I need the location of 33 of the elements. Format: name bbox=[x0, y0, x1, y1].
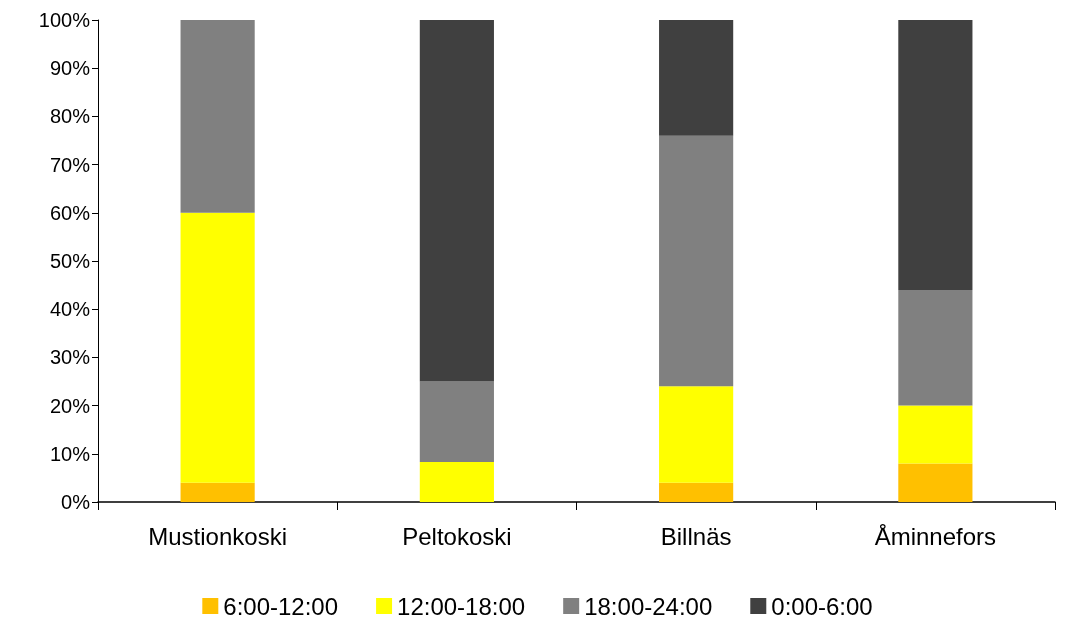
x-tick-label: Åminnefors bbox=[874, 522, 997, 550]
bar bbox=[659, 386, 734, 483]
bar bbox=[180, 20, 255, 213]
bar bbox=[898, 463, 973, 502]
bar bbox=[180, 482, 255, 502]
legend-label: 12:00-18:00 bbox=[397, 592, 526, 620]
legend-label: 6:00-12:00 bbox=[223, 592, 339, 620]
bar bbox=[180, 212, 255, 483]
y-tick-label: 90% bbox=[49, 57, 91, 80]
bar bbox=[659, 482, 734, 502]
y-tick-label: 10% bbox=[49, 442, 91, 465]
y-tick-label: 100% bbox=[38, 9, 91, 31]
y-tick-label: 0% bbox=[61, 491, 91, 513]
y-tick-label: 20% bbox=[49, 394, 91, 417]
bar bbox=[898, 405, 973, 464]
bar bbox=[419, 461, 494, 502]
bar bbox=[419, 381, 494, 462]
y-tick-label: 60% bbox=[49, 201, 91, 224]
y-tick-label: 40% bbox=[49, 298, 91, 321]
legend-label: 18:00-24:00 bbox=[584, 592, 713, 620]
x-tick-label: Mustionkoski bbox=[148, 522, 287, 550]
bar bbox=[898, 289, 973, 406]
bar bbox=[898, 20, 973, 290]
y-tick-label: 70% bbox=[49, 153, 91, 176]
x-tick-label: Billnäs bbox=[660, 522, 732, 550]
x-tick-label: Peltokoski bbox=[402, 522, 512, 550]
legend-label: 0:00-6:00 bbox=[771, 592, 873, 620]
y-tick-label: 30% bbox=[49, 346, 91, 369]
bar bbox=[659, 20, 734, 136]
bar bbox=[659, 135, 734, 387]
y-tick-label: 50% bbox=[49, 250, 91, 272]
y-tick-label: 80% bbox=[49, 105, 91, 128]
bar bbox=[419, 20, 494, 382]
